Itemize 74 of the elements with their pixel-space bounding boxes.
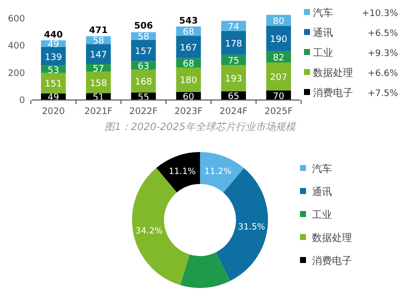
data-label: 60 [182, 92, 195, 102]
legend-label: 消费电子 [313, 87, 353, 99]
data-label: 151 [44, 80, 62, 90]
legend-label: 消费电子 [312, 255, 352, 267]
legend-label: 汽车 [312, 163, 332, 175]
data-label: 53 [48, 66, 60, 76]
x-tick-label: 2021F [84, 106, 112, 117]
data-label: 34.2% [136, 226, 163, 236]
bar [176, 68, 201, 92]
annotation: 440 [44, 30, 63, 40]
annotation: 471 [89, 26, 108, 36]
data-label: 139 [44, 52, 62, 63]
bar [176, 36, 201, 58]
data-label: 80 [272, 16, 285, 27]
legend-label: 汽车 [313, 7, 333, 19]
text: +6.5% [368, 29, 398, 39]
legend-label: 工业 [313, 47, 333, 59]
data-label: 57 [92, 64, 104, 74]
data-label: 63 [138, 62, 150, 72]
bar [86, 72, 111, 94]
legend-label: 通讯 [313, 27, 333, 39]
bar [221, 30, 246, 55]
data-label: 158 [90, 78, 108, 89]
bar [266, 26, 291, 52]
legend-label: 通讯 [312, 186, 332, 198]
data-label: 11.2% [204, 167, 232, 178]
bar [266, 62, 291, 91]
y-tick-label: 600 [8, 14, 26, 25]
x-tick-label: 2023F [174, 106, 203, 117]
bar [221, 65, 246, 92]
x-tick-label: 2025F [264, 106, 293, 117]
data-label: 180 [180, 76, 198, 86]
text: +10.3% [362, 9, 398, 19]
text: +9.3% [368, 49, 398, 59]
legend-label: 数据处理 [312, 232, 352, 244]
x-tick-label: 2022F [129, 106, 158, 117]
bar [41, 72, 66, 94]
data-label: 207 [270, 73, 288, 84]
bar [86, 44, 111, 64]
donut-slice [180, 252, 230, 288]
annotation: 506 [134, 21, 153, 32]
data-label: 31.5% [238, 222, 266, 232]
data-label: 167 [180, 43, 198, 54]
data-label: 68 [182, 59, 195, 70]
x-tick-label: 2020 [42, 106, 66, 117]
data-label: 193 [224, 74, 242, 85]
data-label: 157 [134, 47, 152, 58]
caption: 图1：2020-2025年全球芯片行业市场规模 [104, 121, 298, 133]
legend-label: 工业 [312, 209, 332, 221]
data-label: 58 [92, 36, 104, 47]
data-label: 190 [270, 35, 288, 46]
bar [131, 40, 156, 62]
text: +7.5% [368, 89, 398, 99]
data-label: 168 [134, 78, 152, 88]
data-label: 11.1% [168, 167, 196, 178]
data-label: 75 [228, 56, 240, 66]
x-tick-label: 2024F [220, 106, 248, 117]
data-label: 70 [272, 92, 285, 102]
data-label: 49 [48, 40, 60, 50]
donut-slice [156, 152, 200, 192]
data-label: 65 [228, 92, 240, 102]
donut-slice [200, 152, 244, 193]
y-tick-label: 0 [19, 96, 26, 106]
data-label: 147 [90, 50, 108, 61]
data-label: 58 [138, 32, 150, 43]
annotation: 543 [179, 16, 198, 26]
y-tick-label: 400 [8, 42, 26, 52]
y-tick-label: 200 [8, 68, 26, 79]
data-label: 82 [272, 53, 284, 64]
legend-label: 数据处理 [313, 67, 353, 79]
data-label: 74 [228, 22, 240, 32]
text: +6.6% [368, 69, 398, 79]
data-label: 178 [224, 39, 242, 50]
data-label: 68 [182, 28, 195, 38]
